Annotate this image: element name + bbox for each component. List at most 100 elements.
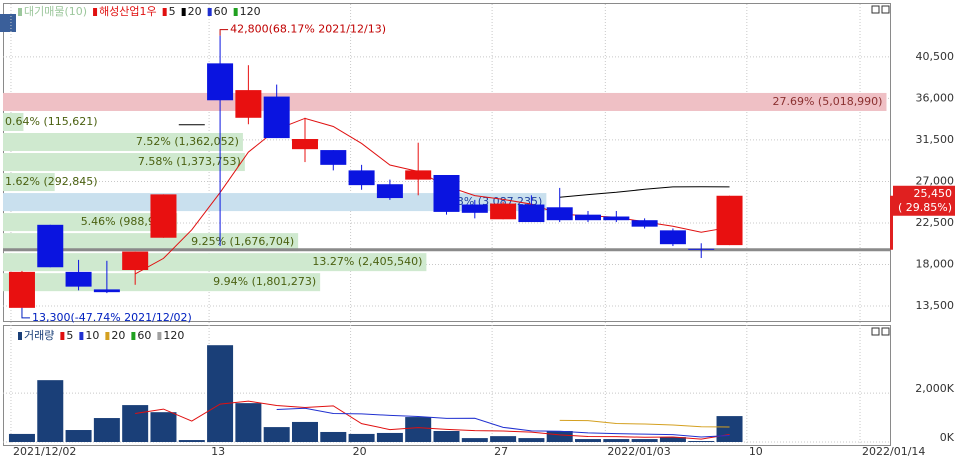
- legend-swatch: [79, 332, 84, 340]
- y-tick-label: 40,500: [916, 50, 955, 63]
- profile-bar: [3, 253, 427, 272]
- current-price-bar: [890, 195, 893, 250]
- volume-bar: [405, 417, 432, 442]
- legend-swatch: [18, 332, 22, 340]
- candle-body: [461, 204, 488, 213]
- profile-label: 9.25% (1,676,704): [191, 235, 294, 248]
- legend-swatch: [162, 8, 167, 16]
- y-tick-label: 18,000: [916, 257, 955, 270]
- candle-body: [178, 124, 205, 126]
- candle-body: [150, 194, 177, 238]
- candle-body: [235, 90, 262, 118]
- candle-body: [207, 63, 234, 101]
- candle-body: [490, 203, 517, 220]
- candle-body: [603, 216, 630, 221]
- max-note: 42,800(68.17% 2021/12/13): [230, 23, 386, 36]
- volume-bar: [433, 431, 460, 442]
- candle-body: [348, 170, 375, 186]
- badge: [0, 14, 16, 32]
- candle-body: [546, 207, 573, 221]
- profile-label: 27.69% (5,018,990): [772, 95, 882, 108]
- volume-bar: [575, 439, 602, 442]
- legend-swatch: [181, 8, 186, 16]
- x-tick-label: 2021/12/02: [13, 445, 76, 458]
- legend-label: 60: [214, 5, 228, 18]
- x-tick-label: 27: [494, 445, 508, 458]
- profile-label: 7.58% (1,373,753): [138, 155, 241, 168]
- volume-bar: [631, 439, 658, 442]
- profile-label: 9.94% (1,801,273): [213, 275, 316, 288]
- legend-label: 대기매물(10): [24, 5, 87, 18]
- volume-bar: [461, 438, 488, 442]
- candle-body: [93, 289, 120, 293]
- candle-body: [575, 214, 602, 221]
- legend-label: 20: [188, 5, 202, 18]
- min-note: 13,300(-47.74% 2021/12/02): [32, 311, 192, 324]
- profile-bar: [3, 233, 299, 252]
- legend-label: 60: [137, 329, 151, 342]
- volume-bar: [348, 433, 375, 442]
- legend-swatch: [105, 332, 110, 340]
- volume-bar: [263, 427, 290, 442]
- profile-bar: [3, 153, 245, 172]
- x-tick-label: 2022/01/14: [862, 445, 925, 458]
- profile-bar: [3, 133, 243, 152]
- profile-bar: [3, 173, 55, 192]
- volume-bar: [150, 412, 177, 442]
- candle-body: [8, 271, 35, 308]
- ma-line: [134, 117, 730, 275]
- volume-bar: [490, 436, 517, 442]
- volume-bar: [37, 380, 64, 442]
- panel-icon: [881, 327, 890, 336]
- profile-label: 13.27% (2,405,540): [312, 255, 422, 268]
- legend-label: 120: [163, 329, 184, 342]
- legend-label: 20: [111, 329, 125, 342]
- note-arrow: [219, 29, 229, 36]
- legend-swatch: [157, 332, 162, 340]
- profile-label: 1.62% (292,845): [5, 175, 98, 188]
- legend-label: 120: [240, 5, 261, 18]
- profile-bar: [3, 112, 24, 131]
- volume-bar: [65, 430, 92, 442]
- candle-body: [518, 204, 545, 223]
- candle-body: [65, 271, 92, 287]
- y-tick-label: 36,000: [916, 91, 955, 104]
- candle-body: [688, 248, 715, 250]
- panel-icon: [871, 5, 880, 14]
- x-tick-label: 10: [749, 445, 763, 458]
- y-tick-label: 31,500: [916, 133, 955, 146]
- volume-ma-line: [135, 400, 730, 440]
- volume-ma-line: [559, 419, 730, 428]
- y-tick-label: 2,000K: [915, 382, 954, 395]
- x-tick-label: 20: [353, 445, 367, 458]
- legend-swatch: [233, 8, 238, 16]
- legend-swatch: [93, 8, 98, 16]
- legend-label: 10: [85, 329, 99, 342]
- volume-bar: [518, 438, 545, 442]
- volume-bar: [8, 433, 35, 442]
- candle-body: [716, 195, 743, 246]
- volume-bar: [207, 345, 234, 442]
- ma-line: [559, 186, 730, 198]
- volume-bar: [320, 431, 347, 442]
- x-tick-label: 2022/01/03: [607, 445, 670, 458]
- volume-bar: [93, 418, 120, 442]
- volume-bar: [122, 405, 149, 442]
- current-price-box: [893, 185, 955, 216]
- volume-bar: [178, 440, 205, 442]
- candle-body: [37, 224, 64, 268]
- panel-icon: [881, 5, 890, 14]
- candle-body: [659, 230, 686, 245]
- y-tick-label: 0K: [940, 431, 955, 444]
- candle-body: [320, 150, 347, 165]
- profile-bar: [3, 193, 547, 212]
- y-tick-label: 13,500: [916, 299, 955, 312]
- volume-bar: [716, 416, 743, 442]
- x-tick-label: 13: [211, 445, 225, 458]
- profile-label: 7.52% (1,362,052): [136, 135, 239, 148]
- legend-label: 5: [66, 329, 73, 342]
- volume-bar: [688, 441, 715, 442]
- legend-swatch: [18, 8, 22, 16]
- legend-swatch: [207, 8, 212, 16]
